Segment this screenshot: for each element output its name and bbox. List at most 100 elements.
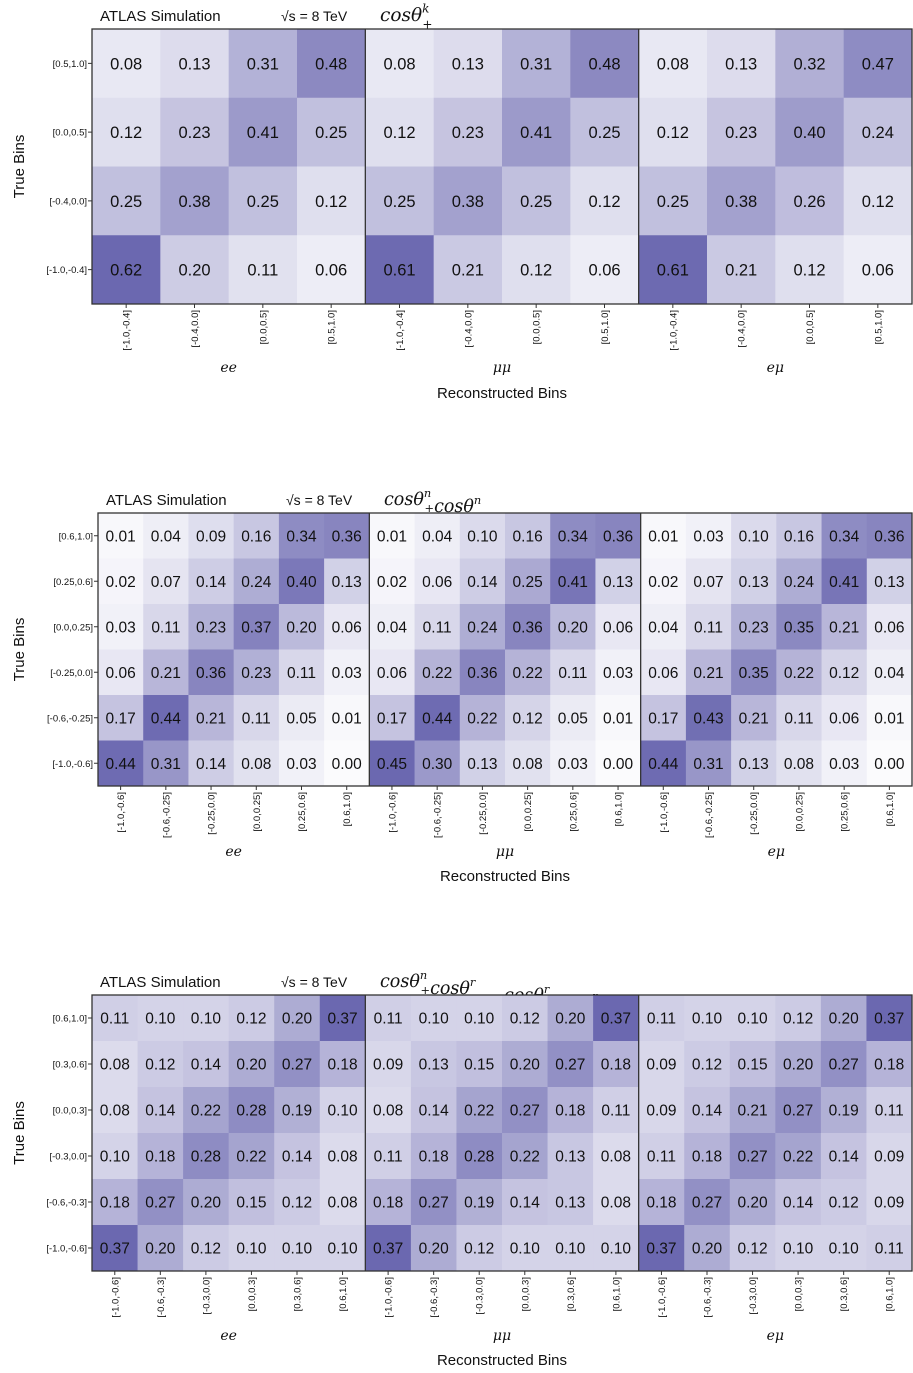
x-tick-label: [-1.0,-0.6] [110,1277,121,1318]
cell-value-label: 0.17 [648,710,678,727]
heatmap-cell [729,1225,776,1272]
cell-value-label: 0.23 [725,124,757,142]
heatmap-cell [143,649,189,696]
cell-value-label: 0.36 [513,619,543,636]
cell-value-label: 0.38 [452,193,484,211]
heatmap-cell [775,1225,822,1272]
heatmap-cell [866,1133,913,1180]
heatmap-cell [595,695,642,741]
cell-value-label: 0.10 [327,1241,358,1258]
heatmap-cell [866,695,913,741]
cell-value-label: 0.10 [236,1241,267,1258]
heatmap-cell [188,513,235,559]
cell-value-label: 0.62 [110,262,142,280]
heatmap-cell [593,1133,640,1180]
x-tick-label: [-0.3,0.0] [201,1277,212,1315]
heatmap-cell [550,695,596,741]
cell-value-label: 0.11 [287,665,316,682]
heatmap-cell [684,995,731,1042]
cell-value-label: 0.31 [520,55,552,73]
cell-value-label: 0.22 [513,665,543,682]
cell-value-label: 0.22 [510,1149,540,1166]
cell-value-label: 0.48 [588,55,620,73]
heatmap-cell [365,1133,412,1180]
cell-value-label: 0.37 [100,1241,130,1258]
heatmap-cell [707,235,776,305]
cell-value-label: 0.20 [783,1057,814,1074]
cell-value-label: 0.41 [558,574,588,591]
heatmap-cell [570,97,640,167]
y-tick-label: [0.3,0.6] [53,1060,87,1071]
cell-value-label: 0.12 [236,1011,266,1028]
cell-value-label: 0.10 [100,1149,131,1166]
cell-value-label: 0.17 [106,710,136,727]
y-tick-label: [0.0,0.5] [53,128,87,139]
heatmap-cell [502,29,571,99]
energy-label: √s = 8 TeV [281,8,348,24]
heatmap-cell [183,1133,230,1180]
cell-value-label: 0.11 [647,1011,676,1028]
panel-1: 0.08 0.13 0.31 0.48 0.12 0.23 0.41 0.25 0.25 0.38… [365,29,640,305]
heatmap-cell [233,649,280,696]
x-tick-label: [-1.0,-0.6] [116,792,127,833]
cell-value-label: 0.61 [657,262,689,280]
heatmap-cell [160,29,230,99]
heatmap-cell [505,558,551,605]
cell-value-label: 0.21 [693,665,723,682]
heatmap-cell [98,649,144,696]
x-tick-label: [-0.6,-0.3] [429,1277,440,1318]
heatmap-cell [297,166,366,236]
cell-value-label: 0.41 [829,574,859,591]
heatmap-cell [160,97,230,167]
heatmap-cell [640,649,687,696]
cell-value-label: 0.25 [513,574,543,591]
heatmap-cell [775,166,845,236]
panel-1: 0.11 0.10 0.10 0.12 0.20 0.37 0.09 0.13 0.15 0.20… [365,995,640,1272]
heatmap-cell [456,1225,503,1272]
heatmap-cell [820,995,867,1042]
heatmap-cell [821,604,868,650]
cell-value-label: 0.18 [692,1149,722,1166]
cell-value-label: 0.12 [510,1011,540,1028]
cell-value-label: 0.16 [513,528,543,545]
cell-value-label: 0.20 [558,619,589,636]
cell-value-label: 0.11 [875,1241,904,1258]
heatmap-cell [843,97,913,167]
heatmap-cell [410,1225,457,1272]
heatmap-cell [369,695,416,741]
heatmap-cell [775,1179,822,1226]
heatmap-cell [731,649,777,696]
heatmap-cell [502,1179,549,1226]
heatmap-cell [707,166,776,236]
cell-value-label: 0.28 [464,1149,494,1166]
cell-value-label: 0.23 [452,124,484,142]
cell-value-label: 0.18 [601,1057,631,1074]
heatmap-cell [233,695,280,741]
heatmap-cell [188,740,235,787]
cell-value-label: 0.27 [145,1195,175,1212]
cell-value-label: 0.10 [737,1011,768,1028]
heatmap-cell [324,558,370,605]
cell-value-label: 0.44 [422,710,453,727]
cell-value-label: 0.15 [464,1057,494,1074]
cell-value-label: 0.08 [601,1149,631,1166]
heatmap-cell [776,558,823,605]
y-tick-label: [0.25,0.6] [53,577,93,588]
cell-value-label: 0.00 [332,756,363,773]
heatmap-cell [365,166,435,236]
cell-value-label: 0.08 [100,1103,130,1120]
cell-value-label: 0.13 [555,1149,585,1166]
x-tick-label: [-0.4,0.0] [190,310,201,348]
heatmap-cell [143,604,189,650]
cell-value-label: 0.31 [151,756,181,773]
heatmap-cell [92,1179,139,1226]
cell-value-label: 0.06 [422,574,452,591]
x-tick-label: [-1.0,-0.4] [122,310,133,351]
y-tick-label: [0.0,0.3] [53,1106,87,1117]
heatmap-cell [866,1225,913,1272]
x-tick-label: [-0.25,0.0] [207,792,218,835]
heatmap-cell [505,513,551,559]
cell-value-label: 0.23 [241,665,271,682]
cell-value-label: 0.03 [106,619,136,636]
cell-value-label: 0.27 [783,1103,813,1120]
